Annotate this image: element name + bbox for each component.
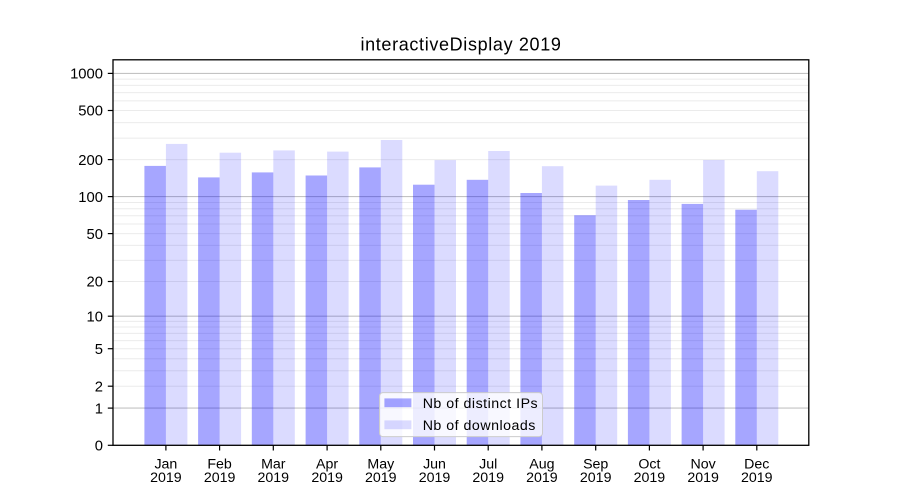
svg-text:2019: 2019 bbox=[741, 470, 773, 486]
svg-text:0: 0 bbox=[95, 439, 103, 455]
svg-text:Nb of distinct IPs: Nb of distinct IPs bbox=[423, 396, 538, 412]
svg-text:Sep: Sep bbox=[583, 456, 608, 472]
svg-text:2019: 2019 bbox=[634, 470, 666, 486]
svg-text:2019: 2019 bbox=[419, 470, 451, 486]
svg-text:2019: 2019 bbox=[472, 470, 504, 486]
svg-text:Nov: Nov bbox=[690, 456, 716, 472]
svg-text:Dec: Dec bbox=[744, 456, 769, 472]
svg-text:interactiveDisplay 2019: interactiveDisplay 2019 bbox=[360, 34, 561, 54]
svg-text:2019: 2019 bbox=[204, 470, 236, 486]
svg-text:20: 20 bbox=[87, 275, 103, 291]
svg-text:Jun: Jun bbox=[423, 456, 446, 472]
svg-text:2019: 2019 bbox=[258, 470, 290, 486]
svg-text:Oct: Oct bbox=[638, 456, 660, 472]
svg-text:100: 100 bbox=[78, 190, 103, 206]
svg-text:Nb of downloads: Nb of downloads bbox=[423, 418, 536, 434]
svg-text:500: 500 bbox=[78, 104, 103, 120]
svg-text:Feb: Feb bbox=[207, 456, 232, 472]
svg-text:May: May bbox=[367, 456, 395, 472]
svg-text:2019: 2019 bbox=[580, 470, 612, 486]
svg-text:2019: 2019 bbox=[687, 470, 719, 486]
svg-text:Mar: Mar bbox=[261, 456, 286, 472]
svg-text:10: 10 bbox=[87, 309, 103, 325]
svg-text:Apr: Apr bbox=[316, 456, 338, 472]
svg-text:2019: 2019 bbox=[526, 470, 558, 486]
svg-text:1000: 1000 bbox=[70, 67, 103, 83]
svg-text:Aug: Aug bbox=[529, 456, 554, 472]
svg-text:2: 2 bbox=[95, 379, 103, 395]
svg-text:1: 1 bbox=[95, 401, 103, 417]
svg-text:5: 5 bbox=[95, 342, 103, 358]
svg-text:2019: 2019 bbox=[365, 470, 397, 486]
svg-text:Jan: Jan bbox=[154, 456, 177, 472]
svg-text:2019: 2019 bbox=[311, 470, 343, 486]
svg-text:2019: 2019 bbox=[150, 470, 182, 486]
svg-text:Jul: Jul bbox=[479, 456, 497, 472]
svg-text:200: 200 bbox=[78, 153, 103, 169]
svg-text:50: 50 bbox=[87, 227, 103, 243]
